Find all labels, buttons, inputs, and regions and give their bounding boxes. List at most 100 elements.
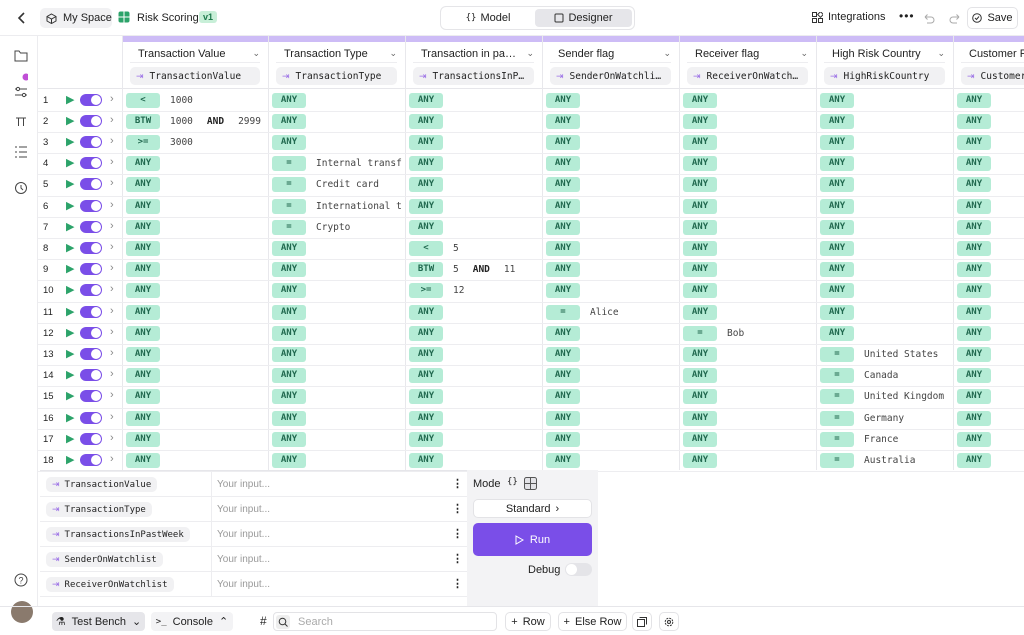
rule-cell[interactable]: ANY [546, 134, 677, 150]
rule-cell[interactable]: ANY [683, 452, 814, 468]
rule-cell[interactable]: = Internal transf [272, 156, 403, 172]
kebab-menu[interactable]: ⋮ [452, 553, 463, 565]
rule-cell[interactable]: ANY [957, 389, 1024, 405]
rule-cell[interactable]: ANY [683, 219, 814, 235]
row-toggle[interactable] [80, 114, 102, 127]
save-button[interactable]: Save [967, 7, 1018, 29]
rule-cell[interactable]: ANY [957, 198, 1024, 214]
rule-cell[interactable]: ANY [409, 219, 540, 235]
rule-cell[interactable]: ANY [546, 346, 677, 362]
rule-cell[interactable]: ANY [409, 92, 540, 108]
chevron[interactable]: › [110, 177, 114, 190]
rule-cell[interactable]: ANY [409, 346, 540, 362]
rule-cell[interactable]: ANY [409, 389, 540, 405]
play-button[interactable]: ▶ [66, 326, 75, 339]
rule-cell[interactable]: ANY [126, 452, 266, 468]
rule-cell[interactable]: ANY [272, 431, 403, 447]
rule-cell[interactable]: ANY [126, 304, 266, 320]
rule-cell[interactable]: ANY [820, 177, 951, 193]
rule-cell[interactable]: ANY [683, 346, 814, 362]
rule-cell[interactable]: ANY [126, 219, 266, 235]
row-toggle[interactable] [80, 347, 102, 360]
undo-redo[interactable] [922, 12, 962, 24]
play-button[interactable]: ▶ [66, 114, 75, 127]
rule-cell[interactable]: ANY [820, 198, 951, 214]
rule-cell[interactable]: ANY [409, 134, 540, 150]
rule-cell[interactable]: ANY [957, 262, 1024, 278]
chevron[interactable]: › [110, 452, 114, 465]
rule-cell[interactable]: = Australia [820, 452, 951, 468]
row-toggle[interactable] [80, 453, 102, 466]
input-placeholder[interactable]: Your input... [217, 504, 271, 515]
rule-cell[interactable]: ANY [683, 431, 814, 447]
rule-cell[interactable]: ANY [126, 262, 266, 278]
rule-cell[interactable]: ANY [957, 325, 1024, 341]
chevron[interactable]: › [110, 240, 114, 253]
rule-cell[interactable]: ANY [272, 283, 403, 299]
rule-cell[interactable]: ANY [957, 134, 1024, 150]
rule-cell[interactable]: ANY [546, 325, 677, 341]
rule-cell[interactable]: ANY [546, 262, 677, 278]
rule-cell[interactable]: = Germany [820, 410, 951, 426]
tab[interactable]: {} Model [444, 9, 532, 27]
chevron[interactable]: › [110, 92, 114, 105]
play-button[interactable]: ▶ [66, 135, 75, 148]
rule-cell[interactable]: ANY [820, 262, 951, 278]
add-else-row-button[interactable]: + Else Row [558, 612, 627, 631]
rule-cell[interactable]: ANY [820, 219, 951, 235]
rule-cell[interactable]: ANY [546, 431, 677, 447]
row-toggle[interactable] [80, 220, 102, 233]
back-button[interactable] [16, 11, 28, 25]
rule-cell[interactable]: ANY [126, 346, 266, 362]
rule-cell[interactable]: ANY [546, 219, 677, 235]
copy-button[interactable] [632, 612, 652, 631]
play-button[interactable]: ▶ [66, 411, 75, 424]
rule-cell[interactable]: = Alice [546, 304, 677, 320]
rule-cell[interactable]: <5 [409, 240, 540, 256]
rule-cell[interactable]: ANY [683, 389, 814, 405]
rule-cell[interactable]: ANY [683, 134, 814, 150]
rule-cell[interactable]: = France [820, 431, 951, 447]
rule-cell[interactable]: ANY [957, 156, 1024, 172]
rule-cell[interactable]: = Credit card [272, 177, 403, 193]
play-button[interactable]: ▶ [66, 347, 75, 360]
chevron[interactable]: › [110, 389, 114, 402]
rule-cell[interactable]: <1000 [126, 92, 266, 108]
rule-cell[interactable]: ANY [957, 219, 1024, 235]
rule-cell[interactable]: ANY [546, 283, 677, 299]
footer-tab[interactable]: ⚗ Test Bench ⌄ [52, 612, 145, 631]
row-toggle[interactable] [80, 263, 102, 276]
rule-cell[interactable]: ANY [409, 113, 540, 129]
rule-cell[interactable]: ANY [546, 92, 677, 108]
kebab-menu[interactable]: ⋮ [452, 503, 463, 515]
row-toggle[interactable] [80, 93, 102, 106]
rule-cell[interactable]: ANY [546, 368, 677, 384]
row-toggle[interactable] [80, 390, 102, 403]
rule-cell[interactable]: ANY [546, 410, 677, 426]
rule-cell[interactable]: ANY [409, 198, 540, 214]
breadcrumb[interactable]: Risk Scoring [137, 12, 199, 24]
column-header[interactable]: Receiver flag ⌄ [687, 45, 808, 63]
rule-cell[interactable]: ANY [409, 452, 540, 468]
tab-active[interactable]: Designer [535, 9, 632, 27]
chevron[interactable]: › [110, 219, 114, 232]
rule-cell[interactable]: ANY [126, 431, 266, 447]
rule-cell[interactable]: ANY [409, 431, 540, 447]
rule-cell[interactable]: ANY [546, 156, 677, 172]
rule-cell[interactable]: ANY [683, 410, 814, 426]
rule-cell[interactable]: ANY [820, 92, 951, 108]
space-chip[interactable]: My Space [40, 8, 112, 28]
chevron[interactable]: › [110, 198, 114, 211]
rule-cell[interactable]: ANY [683, 304, 814, 320]
rule-cell[interactable]: ANY [957, 346, 1024, 362]
play-button[interactable]: ▶ [66, 284, 75, 297]
column-header[interactable]: Transaction Value ⌄ [130, 45, 260, 63]
rule-cell[interactable]: ANY [126, 177, 266, 193]
chevron[interactable]: › [110, 304, 114, 317]
rule-cell[interactable]: BTW 5 AND 11 [409, 262, 540, 278]
field-chip[interactable]: ⇥ SenderOnWatchli… [550, 67, 671, 85]
rule-cell[interactable]: ANY [126, 325, 266, 341]
rule-cell[interactable]: ANY [272, 304, 403, 320]
mode-table[interactable] [524, 477, 537, 490]
input-placeholder[interactable]: Your input... [217, 479, 271, 490]
